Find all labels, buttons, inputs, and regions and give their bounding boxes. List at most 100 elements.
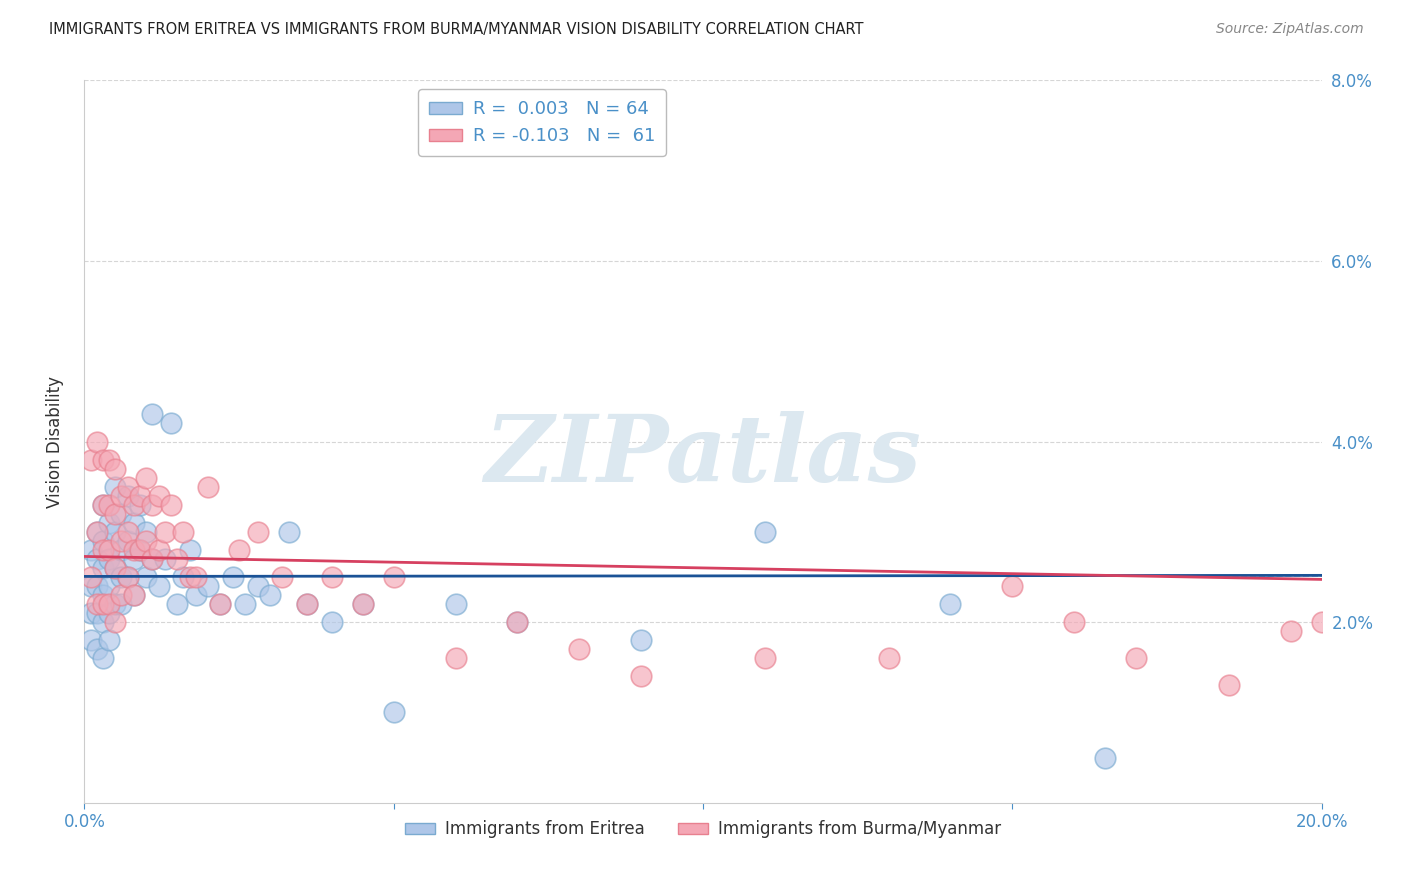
- Point: [122, 498, 145, 512]
- Point: [98, 542, 121, 557]
- Point: [321, 615, 343, 630]
- Point: [117, 524, 139, 539]
- Point: [86, 524, 108, 539]
- Point: [141, 552, 163, 566]
- Point: [91, 542, 114, 557]
- Point: [506, 615, 529, 630]
- Point: [135, 471, 157, 485]
- Point: [79, 579, 101, 593]
- Point: [129, 542, 152, 557]
- Point: [1125, 651, 1147, 665]
- Point: [86, 606, 108, 620]
- Point: [86, 579, 108, 593]
- Point: [129, 498, 152, 512]
- Point: [754, 524, 776, 539]
- Point: [160, 498, 183, 512]
- Point: [166, 597, 188, 611]
- Point: [352, 597, 374, 611]
- Point: [104, 507, 127, 521]
- Point: [197, 579, 219, 593]
- Point: [110, 597, 132, 611]
- Point: [184, 588, 207, 602]
- Point: [104, 461, 127, 475]
- Point: [91, 615, 114, 630]
- Point: [91, 588, 114, 602]
- Point: [939, 597, 962, 611]
- Point: [117, 489, 139, 503]
- Point: [86, 524, 108, 539]
- Point: [104, 480, 127, 494]
- Point: [129, 489, 152, 503]
- Point: [444, 597, 467, 611]
- Point: [148, 489, 170, 503]
- Point: [91, 498, 114, 512]
- Point: [271, 570, 294, 584]
- Point: [179, 570, 201, 584]
- Point: [209, 597, 232, 611]
- Point: [1218, 678, 1240, 692]
- Point: [141, 552, 163, 566]
- Point: [117, 570, 139, 584]
- Point: [91, 452, 114, 467]
- Point: [1279, 624, 1302, 639]
- Point: [352, 597, 374, 611]
- Point: [129, 542, 152, 557]
- Point: [86, 642, 108, 657]
- Point: [98, 597, 121, 611]
- Point: [179, 542, 201, 557]
- Point: [172, 524, 194, 539]
- Point: [86, 597, 108, 611]
- Point: [754, 651, 776, 665]
- Point: [117, 570, 139, 584]
- Text: ZIPatlas: ZIPatlas: [485, 411, 921, 501]
- Point: [222, 570, 245, 584]
- Point: [117, 480, 139, 494]
- Point: [91, 561, 114, 575]
- Point: [209, 597, 232, 611]
- Point: [104, 561, 127, 575]
- Point: [444, 651, 467, 665]
- Point: [321, 570, 343, 584]
- Point: [110, 507, 132, 521]
- Point: [506, 615, 529, 630]
- Point: [86, 434, 108, 449]
- Point: [246, 524, 269, 539]
- Point: [153, 524, 176, 539]
- Y-axis label: Vision Disability: Vision Disability: [45, 376, 63, 508]
- Point: [122, 516, 145, 530]
- Point: [141, 408, 163, 422]
- Point: [172, 570, 194, 584]
- Point: [104, 561, 127, 575]
- Point: [184, 570, 207, 584]
- Point: [1001, 579, 1024, 593]
- Point: [104, 524, 127, 539]
- Point: [246, 579, 269, 593]
- Point: [79, 570, 101, 584]
- Point: [79, 606, 101, 620]
- Point: [166, 552, 188, 566]
- Point: [148, 542, 170, 557]
- Point: [98, 516, 121, 530]
- Point: [79, 633, 101, 648]
- Point: [86, 552, 108, 566]
- Point: [259, 588, 281, 602]
- Point: [110, 489, 132, 503]
- Point: [79, 542, 101, 557]
- Point: [98, 452, 121, 467]
- Point: [135, 570, 157, 584]
- Point: [148, 579, 170, 593]
- Point: [110, 542, 132, 557]
- Text: Source: ZipAtlas.com: Source: ZipAtlas.com: [1216, 22, 1364, 37]
- Point: [98, 633, 121, 648]
- Point: [382, 570, 405, 584]
- Point: [98, 606, 121, 620]
- Point: [98, 552, 121, 566]
- Point: [110, 533, 132, 548]
- Point: [91, 597, 114, 611]
- Point: [233, 597, 256, 611]
- Point: [79, 452, 101, 467]
- Point: [110, 570, 132, 584]
- Point: [91, 498, 114, 512]
- Point: [568, 642, 591, 657]
- Point: [630, 669, 652, 683]
